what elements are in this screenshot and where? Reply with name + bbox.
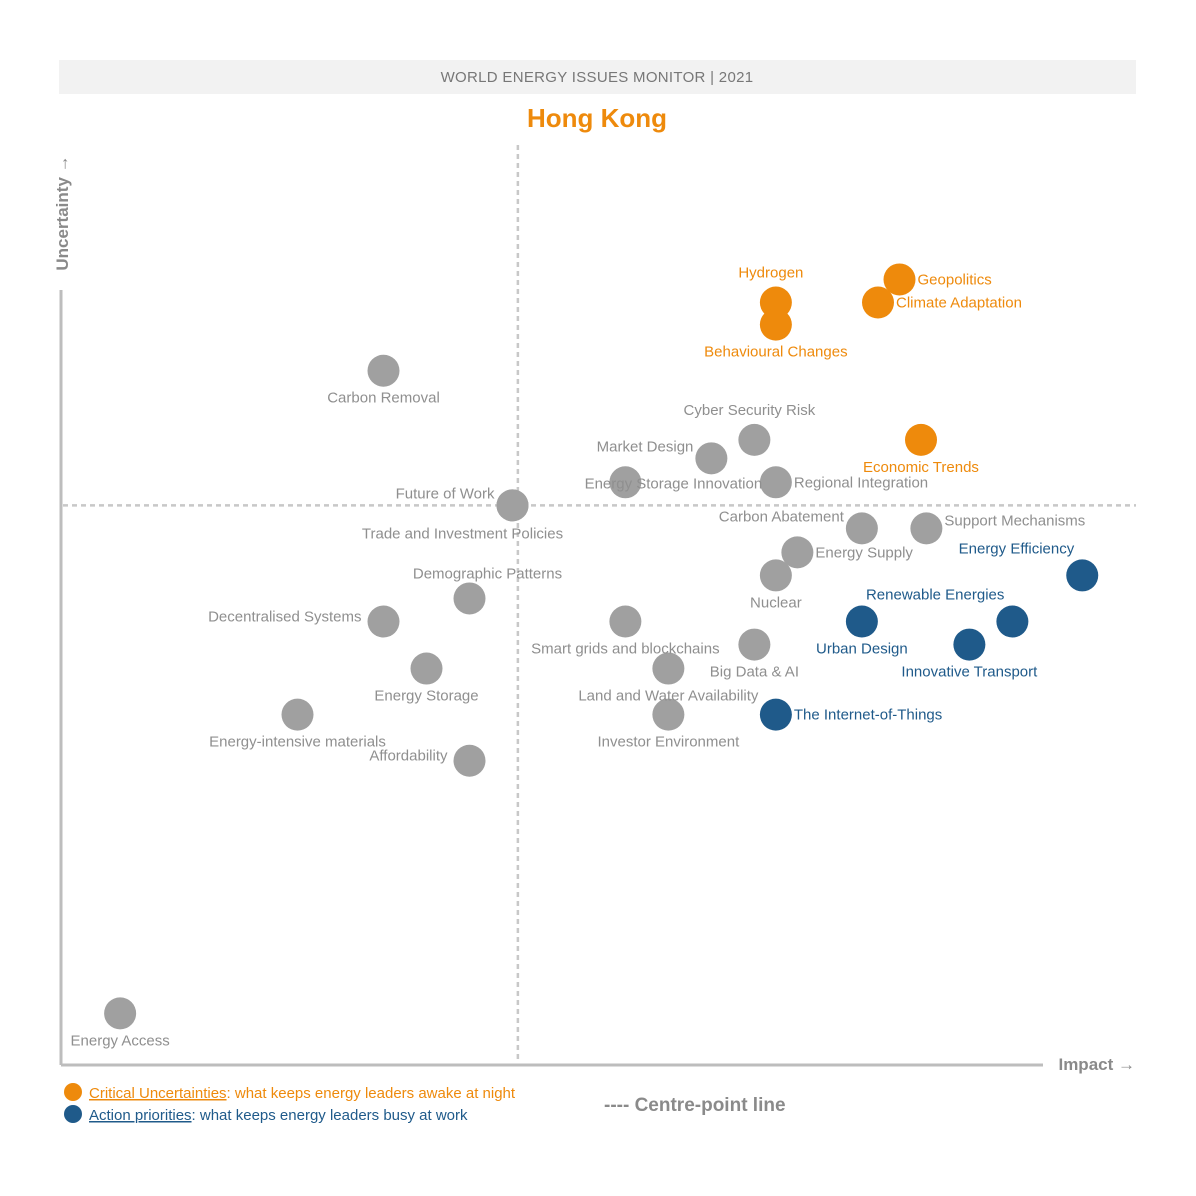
legend-critical-desc: : what keeps energy leaders awake at nig…	[227, 1085, 516, 1102]
legend-centre-line: ---- Centre-point line	[604, 1095, 786, 1116]
point-energy-storage-innovation	[609, 466, 642, 499]
label-energy-supply: Energy Supply	[815, 544, 913, 561]
label-land-and-water-availability: Land and Water Availability	[578, 688, 759, 705]
legend-critical-text: Critical Uncertainties: what keeps energ…	[89, 1085, 516, 1102]
header-banner	[59, 60, 1136, 94]
point-innovative-transport	[953, 628, 986, 661]
label-future-of-work: Future of Work	[396, 485, 495, 502]
label-renewable-energies: Renewable Energies	[866, 587, 1004, 604]
header-banner-text: WORLD ENERGY ISSUES MONITOR | 2021	[441, 69, 754, 86]
label-urban-design: Urban Design	[816, 641, 908, 658]
chart-title: Hong Kong	[527, 103, 667, 133]
point-energy-efficiency	[1066, 559, 1099, 592]
label-climate-adaptation: Climate Adaptation	[896, 295, 1022, 312]
label-hydrogen: Hydrogen	[738, 265, 803, 282]
point-economic-trends	[905, 423, 937, 456]
point-energy-access	[104, 997, 137, 1030]
label-market-design: Market Design	[597, 438, 694, 455]
label-energy-efficiency: Energy Efficiency	[959, 540, 1075, 557]
label-demographic-patterns: Demographic Patterns	[413, 565, 562, 582]
label-economic-trends: Economic Trends	[863, 459, 979, 476]
point-carbon-abatement	[845, 512, 878, 545]
point-support-mechanisms	[910, 512, 943, 545]
points-layer: Geopolitics Hydrogen Climate Adaptation Beh…	[71, 263, 1099, 1049]
label-carbon-removal: Carbon Removal	[327, 390, 440, 407]
point-behavioural-changes	[759, 308, 792, 341]
label-affordability: Affordability	[369, 748, 448, 765]
point-regional-integration	[759, 466, 792, 499]
point-energy-intensive-materials	[281, 698, 314, 731]
x-axis-label: Impact →	[1058, 1055, 1135, 1074]
point-smart-grids-and-blockchains	[609, 605, 642, 638]
label-innovative-transport: Innovative Transport	[901, 664, 1038, 681]
point-market-design	[695, 442, 728, 475]
point-cyber-security-risk	[738, 423, 771, 456]
label-behavioural-changes: Behavioural Changes	[704, 344, 847, 361]
label-energy-access: Energy Access	[71, 1032, 170, 1049]
legend-action-text: Action priorities: what keeps energy lea…	[89, 1107, 468, 1124]
point-urban-design	[845, 605, 878, 638]
label-energy-intensive-materials: Energy-intensive materials	[209, 734, 386, 751]
label-big-data-ai: Big Data & AI	[710, 664, 799, 681]
y-axis-label: Uncertainty →	[53, 155, 72, 270]
legend-action-marker	[64, 1105, 82, 1123]
point-trade-and-investment-policies	[496, 489, 529, 522]
label-the-internet-of-things: The Internet-of-Things	[794, 707, 942, 724]
point-hydrogen	[759, 286, 792, 319]
point-demographic-patterns	[453, 582, 486, 615]
label-geopolitics: Geopolitics	[918, 271, 992, 288]
label-energy-storage-innovation: Energy Storage Innovation	[585, 475, 763, 492]
point-nuclear	[759, 559, 792, 592]
point-energy-supply	[781, 536, 814, 569]
legend-critical-title: Critical Uncertainties	[89, 1085, 227, 1102]
point-decentralised-systems	[367, 605, 400, 638]
label-decentralised-systems: Decentralised Systems	[208, 609, 361, 626]
legend-critical-marker	[64, 1083, 82, 1101]
legend-action-title: Action priorities	[89, 1107, 192, 1124]
point-the-internet-of-things	[759, 698, 792, 731]
label-nuclear: Nuclear	[750, 594, 802, 611]
point-energy-storage	[410, 652, 443, 685]
label-support-mechanisms: Support Mechanisms	[944, 512, 1085, 529]
label-investor-environment: Investor Environment	[598, 734, 741, 751]
label-carbon-abatement: Carbon Abatement	[719, 508, 845, 525]
label-regional-integration: Regional Integration	[794, 474, 928, 491]
label-energy-storage: Energy Storage	[374, 688, 478, 705]
point-big-data-ai	[738, 628, 771, 661]
point-investor-environment	[652, 698, 685, 731]
point-renewable-energies	[996, 605, 1029, 638]
legend-action-desc: : what keeps energy leaders busy at work	[192, 1107, 468, 1124]
point-geopolitics	[883, 263, 916, 296]
point-affordability	[453, 744, 486, 777]
label-trade-and-investment-policies: Trade and Investment Policies	[362, 525, 563, 542]
label-cyber-security-risk: Cyber Security Risk	[684, 402, 816, 419]
point-climate-adaptation	[862, 286, 894, 319]
point-carbon-removal	[367, 354, 400, 387]
point-land-and-water-availability	[652, 652, 685, 685]
label-smart-grids-and-blockchains: Smart grids and blockchains	[531, 641, 719, 658]
